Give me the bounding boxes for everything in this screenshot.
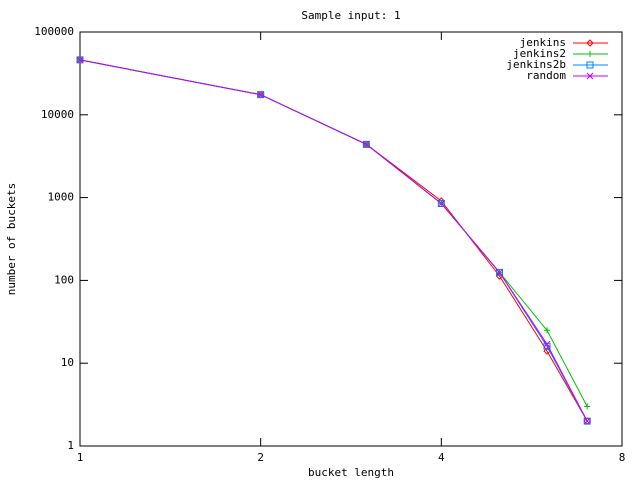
data-point (496, 269, 503, 276)
legend-label: jenkins2b (506, 58, 566, 71)
x-tick-label: 4 (438, 451, 445, 464)
x-tick-label: 8 (619, 451, 626, 464)
legend-marker (587, 51, 593, 57)
series-line (79, 59, 588, 407)
data-point (437, 200, 445, 207)
x-tick-label: 1 (77, 451, 84, 464)
y-tick-label: 1000 (48, 191, 75, 204)
series-line (79, 59, 588, 422)
y-tick-label: 10000 (41, 108, 74, 121)
chart-title: Sample input: 1 (301, 9, 400, 22)
data-point (544, 327, 551, 334)
legend-label: jenkins2 (513, 47, 566, 60)
data-point (362, 140, 370, 148)
y-axis-label: number of buckets (5, 183, 18, 296)
data-point (584, 403, 591, 410)
series-line (79, 59, 588, 422)
y-tick-label: 10 (61, 356, 74, 369)
data-point (583, 417, 591, 425)
legend-label: jenkins (520, 36, 566, 49)
data-point (257, 91, 265, 99)
x-axis-label: bucket length (308, 466, 394, 479)
legend-label: random (526, 69, 566, 82)
y-tick-label: 1 (67, 439, 74, 452)
series-line (79, 59, 588, 422)
plot-frame (79, 31, 623, 447)
legend-marker (586, 39, 594, 47)
data-point (76, 56, 84, 64)
y-tick-label: 100 (54, 273, 74, 286)
y-tick-label: 100000 (34, 25, 74, 38)
data-point (495, 268, 503, 276)
data-point (76, 56, 84, 64)
legend-marker (586, 61, 594, 69)
data-point (257, 91, 265, 99)
x-tick-label: 2 (257, 451, 264, 464)
data-point (543, 340, 551, 348)
legend-marker (586, 72, 594, 80)
